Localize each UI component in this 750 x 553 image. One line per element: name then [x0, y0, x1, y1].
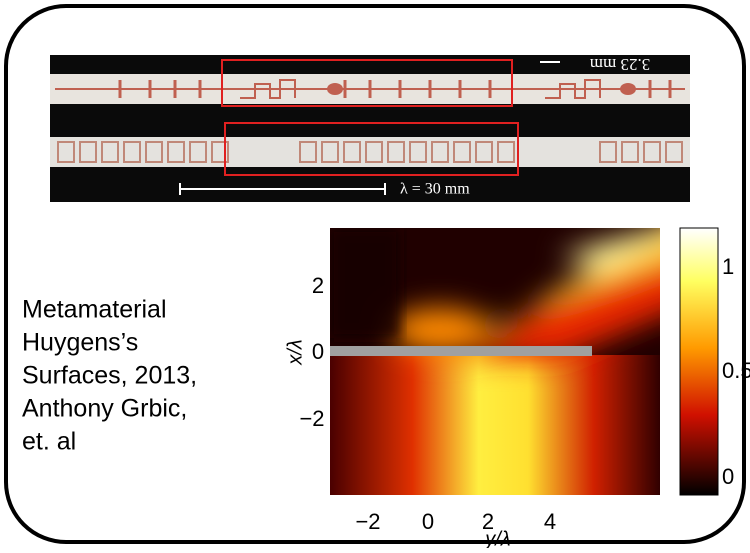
y-tick-label: 2	[312, 273, 324, 298]
x-tick-label: 4	[544, 509, 556, 534]
y-axis-label: x/λ	[284, 339, 306, 365]
x-axis-label: y/λ	[483, 528, 510, 548]
x-tick-label: 0	[422, 509, 434, 534]
scale-label: 3.23 mm	[590, 55, 650, 74]
caption-line: Huygens’s	[22, 329, 138, 357]
colorbar-tick-label: 1	[722, 254, 734, 279]
caption-line: Surfaces, 2013,	[22, 362, 197, 390]
colorbar-tick-label: 0.5	[722, 358, 750, 383]
caption-line: et. al	[22, 428, 76, 456]
photo: 3.23 mm λ = 30 mm	[50, 55, 690, 202]
colorbar-tick-label: 0	[722, 464, 734, 489]
scale-label: λ = 30 mm	[400, 181, 470, 198]
y-tick-label: 0	[312, 339, 324, 364]
y-tick-label: −2	[299, 406, 324, 431]
caption-line: Metamaterial	[22, 296, 167, 324]
slide: 3.23 mm λ = 30 mm −2 0 2 4 2 0 −2 1 0.5 …	[0, 0, 750, 548]
field-plot	[330, 200, 700, 495]
x-tick-label: −2	[355, 509, 380, 534]
colorbar	[680, 228, 718, 495]
caption-line: Anthony Grbic,	[22, 395, 187, 423]
